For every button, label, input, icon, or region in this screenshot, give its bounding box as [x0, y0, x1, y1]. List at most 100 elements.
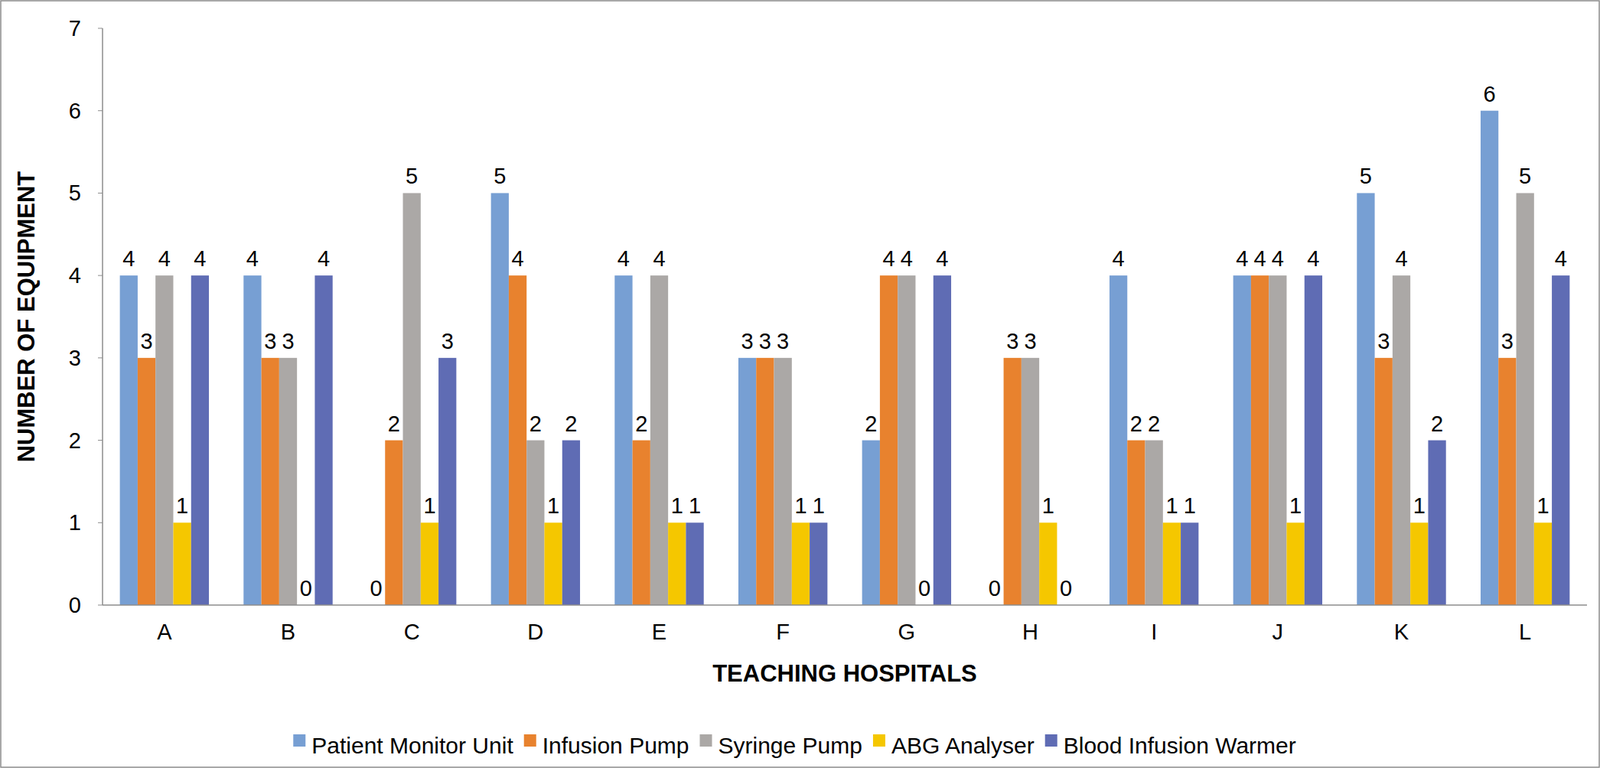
bar [155, 275, 173, 606]
legend-swatch [293, 734, 306, 747]
x-axis [102, 604, 1587, 607]
y-tick-label: 5 [68, 180, 82, 206]
bar [1516, 192, 1535, 606]
bar [1427, 440, 1446, 606]
bar [809, 522, 828, 606]
bar [1268, 275, 1287, 606]
data-label: 5 [1359, 163, 1372, 189]
data-label: 1 [175, 493, 189, 519]
data-label: 4 [511, 246, 524, 271]
data-label: 3 [1501, 329, 1514, 354]
bar [756, 358, 774, 606]
data-label: 2 [529, 411, 542, 437]
data-label: 2 [564, 411, 577, 437]
bar [1127, 440, 1145, 606]
bar [1109, 275, 1128, 606]
bar [632, 440, 651, 606]
data-label: 4 [158, 246, 171, 271]
bar [1233, 275, 1252, 606]
data-label: 5 [405, 163, 418, 189]
bar [438, 358, 457, 606]
bar [1003, 358, 1022, 606]
legend-swatch [873, 734, 886, 747]
data-label: 0 [299, 576, 313, 601]
bar [1410, 522, 1428, 606]
bar [738, 358, 757, 606]
data-label: 1 [671, 493, 684, 519]
y-tick-label: 0 [68, 593, 82, 618]
x-tick-label: D [527, 619, 544, 645]
data-label: 2 [635, 411, 648, 437]
bar [614, 275, 633, 606]
legend: Patient Monitor UnitInfusion PumpSyringe… [293, 733, 1296, 759]
data-label: 5 [493, 163, 506, 189]
data-label: 0 [918, 576, 931, 601]
bar [243, 275, 261, 606]
data-label: 2 [387, 411, 401, 437]
bar [279, 358, 297, 606]
bar [774, 358, 792, 606]
bar [791, 522, 810, 606]
bar [544, 522, 562, 606]
y-tick [97, 110, 103, 111]
y-axis [101, 28, 104, 606]
data-label: 3 [759, 329, 772, 354]
legend-label: ABG Analyser [891, 733, 1035, 759]
data-label: 0 [370, 576, 383, 601]
bar [1304, 275, 1323, 606]
x-tick-label: F [775, 619, 790, 645]
x-tick-label: K [1394, 619, 1410, 645]
data-label: 4 [652, 246, 665, 271]
bar [1180, 522, 1199, 606]
data-label: 4 [1235, 246, 1249, 271]
bar [1356, 192, 1375, 606]
bar [685, 522, 704, 606]
data-label: 0 [1059, 576, 1073, 601]
data-label: 4 [122, 246, 135, 271]
data-label: 1 [1165, 493, 1178, 519]
bar [314, 275, 333, 606]
y-tick [97, 357, 103, 359]
data-label: 4 [1271, 246, 1284, 271]
bar [1286, 522, 1304, 606]
y-tick-label: 3 [68, 345, 82, 371]
x-tick-label: C [404, 619, 421, 645]
x-tick-label: J [1272, 619, 1284, 645]
data-label: 4 [617, 246, 630, 271]
data-label: 4 [193, 246, 206, 271]
data-label: 4 [317, 246, 330, 271]
data-label: 6 [1483, 81, 1496, 107]
x-tick-label: B [280, 619, 296, 645]
bar [562, 440, 581, 606]
data-label: 5 [1518, 163, 1532, 189]
bar [862, 440, 880, 606]
data-label: 2 [1147, 411, 1161, 437]
data-label: 1 [688, 493, 701, 519]
data-label: 4 [1253, 246, 1266, 271]
data-label: 3 [140, 329, 153, 354]
bars [120, 110, 1571, 606]
bar [1534, 522, 1552, 606]
legend-swatch [700, 734, 713, 747]
bar [650, 275, 669, 606]
data-label: 4 [1306, 246, 1320, 271]
legend-item: Infusion Pump [524, 733, 690, 759]
data-label: 4 [1112, 246, 1125, 271]
legend-item: Syringe Pump [700, 733, 863, 759]
data-label: 3 [263, 329, 277, 354]
bar [933, 275, 952, 606]
y-tick [97, 275, 103, 277]
bar [491, 192, 509, 606]
bar [120, 275, 138, 606]
data-label: 4 [900, 246, 913, 271]
data-label: 1 [423, 493, 436, 519]
bar [1021, 358, 1040, 606]
y-tick [97, 439, 103, 441]
y-tick [97, 605, 103, 607]
bar [1251, 275, 1269, 606]
legend-swatch [1045, 734, 1058, 747]
bar [668, 522, 686, 606]
x-tick-label: H [1022, 619, 1039, 645]
data-labels: 4405432044563324234324334352434324451011… [122, 81, 1568, 601]
x-tick-label: L [1518, 619, 1532, 645]
